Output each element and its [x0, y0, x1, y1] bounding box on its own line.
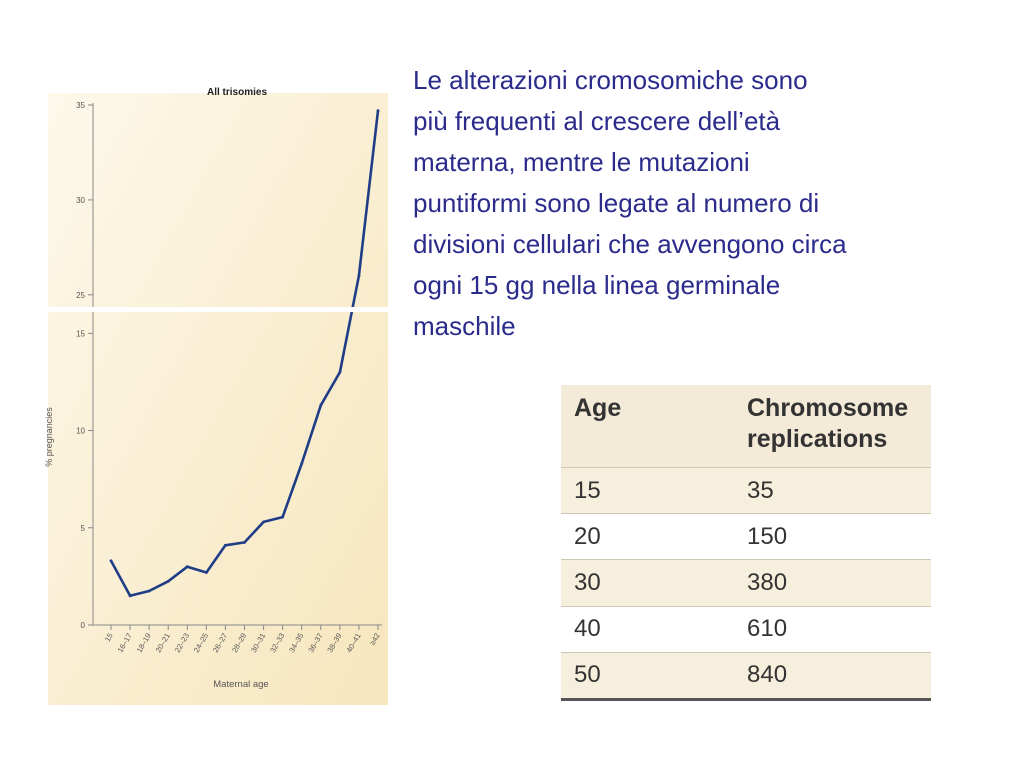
data-point — [319, 403, 323, 407]
age-cell: 15 — [561, 466, 734, 514]
data-point — [224, 543, 227, 547]
age-cell: 30 — [561, 559, 734, 607]
table-row: 40 610 — [561, 605, 931, 653]
data-point — [204, 571, 208, 574]
y-tick-label: 25 — [76, 291, 85, 300]
age-cell: 20 — [561, 513, 734, 560]
header-age: Age — [561, 385, 734, 468]
data-point — [376, 109, 380, 113]
y-tick-label: 15 — [76, 329, 85, 338]
x-tick-label: 15 — [103, 632, 115, 644]
table-row: 15 35 — [561, 466, 931, 514]
data-point — [338, 370, 342, 374]
x-axis-label: Maternal age — [213, 679, 268, 690]
axis-break-band — [40, 307, 390, 312]
data-point — [243, 540, 246, 544]
data-point — [262, 520, 265, 524]
trisomy-chart-svg: All trisomies % pregnancies Maternal age… — [40, 87, 390, 705]
table-header-row: Age Chromosome replications — [561, 385, 931, 468]
chromosome-replications-table: Age Chromosome replications 15 35 20 150… — [561, 385, 931, 702]
replications-cell: 35 — [734, 466, 931, 514]
y-axis-label: % pregnancies — [44, 407, 54, 467]
header-chromosome-replications: Chromosome replications — [734, 385, 931, 468]
age-cell: 40 — [561, 605, 734, 653]
data-point — [185, 565, 189, 569]
y-tick-label: 5 — [81, 524, 86, 533]
header-chromosome-replications-text: Chromosome replications — [747, 394, 909, 453]
y-tick-label: 30 — [76, 196, 85, 205]
y-tick-label: 0 — [81, 621, 86, 630]
chart-title: All trisomies — [207, 87, 267, 98]
table-row: 20 150 — [561, 513, 931, 560]
caption-text: Le alterazioni cromosomiche sono più fre… — [413, 65, 847, 341]
data-point — [128, 594, 132, 598]
data-point — [109, 559, 113, 563]
y-tick-label: 10 — [76, 427, 85, 436]
replications-cell: 610 — [734, 605, 931, 653]
table-row: 30 380 — [561, 559, 931, 607]
data-point — [166, 579, 170, 583]
y-tick-label: 35 — [76, 101, 85, 110]
line-layer — [109, 109, 380, 598]
data-point — [281, 515, 285, 519]
trisomy-chart: All trisomies % pregnancies Maternal age… — [40, 75, 390, 705]
replications-cell: 380 — [734, 559, 931, 607]
data-point — [357, 274, 361, 278]
axes-layer — [92, 103, 382, 626]
replications-cell: 150 — [734, 513, 931, 560]
age-cell: 50 — [561, 651, 734, 702]
data-point — [147, 589, 151, 593]
data-point — [300, 462, 304, 466]
plot-background — [48, 93, 388, 705]
table-row: 50 840 — [561, 651, 931, 702]
replications-cell: 840 — [734, 651, 931, 702]
